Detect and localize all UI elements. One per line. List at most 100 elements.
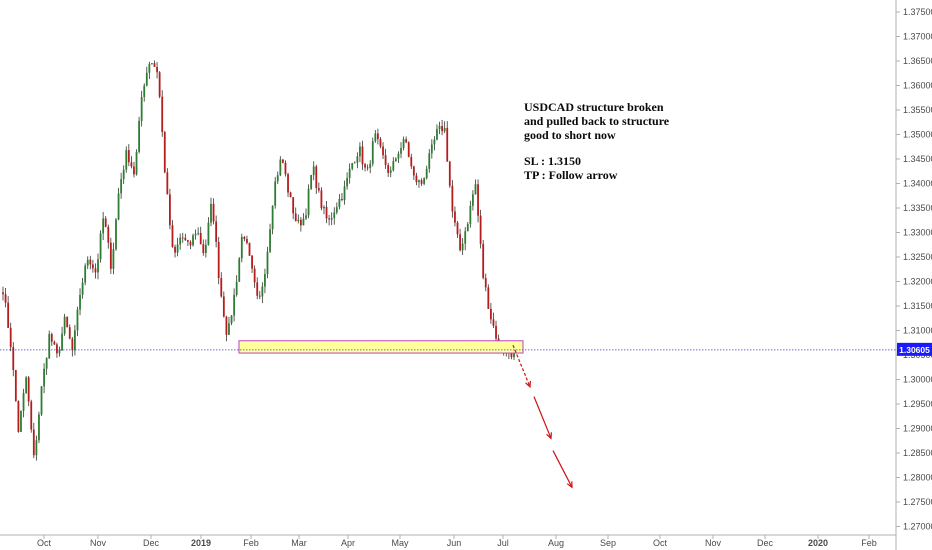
bear-candle (317, 188, 320, 191)
bear-candle (91, 264, 94, 269)
bear-candle (94, 268, 97, 273)
arrow-head (546, 432, 552, 440)
bear-candle (32, 429, 35, 456)
arrow-shaft (533, 396, 552, 439)
current-price-badge (897, 342, 932, 356)
bear-candle (484, 277, 487, 288)
bull-candle (418, 180, 420, 183)
price-axis[interactable]: 1.37500 1.37000 1.36500 1.36000 1.35500 1.350… (895, 0, 932, 550)
bear-candle (407, 142, 410, 157)
bull-candle (20, 410, 22, 432)
bull-candle (402, 139, 405, 149)
bear-candle (53, 341, 56, 345)
bull-candle (238, 258, 241, 282)
bear-candle (456, 222, 459, 235)
bear-candle (415, 175, 418, 183)
bull-candle (79, 294, 81, 310)
x-tick-label: Feb (861, 538, 877, 548)
bull-candle (145, 72, 148, 86)
bear-candle (412, 166, 415, 176)
bear-candle (253, 268, 256, 283)
bear-candle (133, 166, 135, 175)
bear-candle (451, 185, 454, 212)
bull-candle (338, 198, 341, 208)
bear-candle (256, 282, 259, 296)
current-price-label: 1.30605 (899, 345, 930, 355)
bull-candle (122, 169, 125, 180)
bear-candle (17, 400, 20, 432)
bear-candle (477, 184, 479, 216)
x-tick-label: Mar (291, 538, 307, 548)
bull-candle (73, 330, 76, 351)
bear-candle (492, 319, 495, 326)
y-tick-label: 1.27000 (903, 522, 932, 532)
y-tick-label: 1.36000 (903, 81, 932, 91)
y-tick-label: 1.31000 (903, 326, 932, 336)
bull-candle (35, 440, 38, 456)
bear-candle (109, 242, 112, 269)
bull-candle (443, 127, 446, 132)
x-tick-label: 2019 (191, 538, 211, 548)
bull-candle (323, 206, 325, 209)
bull-candle (271, 205, 274, 230)
bear-candle (497, 338, 500, 342)
bear-candle (14, 370, 17, 401)
x-tick-label: May (391, 538, 409, 548)
note-line-1: USDCAD structure broken (524, 100, 664, 114)
x-tick-label: Nov (90, 538, 107, 548)
bull-candle (125, 150, 128, 170)
bull-candle (63, 316, 66, 334)
bull-candle (356, 156, 359, 163)
bear-candle (217, 241, 220, 279)
bull-candle (25, 377, 28, 393)
bear-candle (56, 344, 58, 354)
bull-candle (348, 168, 351, 179)
bull-candle (369, 163, 372, 169)
bear-candle (420, 180, 423, 184)
bull-candle (143, 85, 146, 97)
bear-candle (171, 225, 174, 247)
bull-candle (394, 158, 397, 162)
candlestick-series (2, 60, 515, 461)
y-tick-label: 1.35500 (903, 105, 932, 115)
y-tick-label: 1.28500 (903, 448, 932, 458)
bear-candle (361, 146, 364, 165)
bull-candle (461, 243, 464, 251)
bear-candle (174, 246, 176, 253)
bear-candle (364, 164, 366, 168)
bull-candle (312, 166, 315, 176)
bull-candle (179, 237, 182, 245)
bull-candle (397, 153, 400, 159)
bull-candle (274, 181, 277, 206)
bear-candle (328, 218, 331, 220)
bull-candle (97, 259, 99, 273)
bear-candle (222, 296, 225, 317)
x-tick-label: Jul (497, 538, 509, 548)
bull-candle (120, 179, 123, 194)
bull-candle (84, 265, 87, 283)
bull-candle (192, 235, 194, 246)
time-axis[interactable]: Oct Nov Dec 2019 Feb Mar Apr May Jun Jul Aug Sep Oct… (0, 534, 896, 548)
y-tick-label: 1.37000 (903, 32, 932, 42)
bull-candle (48, 334, 51, 359)
bull-candle (135, 151, 138, 175)
bull-candle (102, 218, 105, 234)
bull-candle (261, 286, 264, 297)
bull-candle (423, 178, 426, 184)
bear-candle (454, 211, 456, 223)
bear-candle (4, 294, 7, 303)
note-line-sl: SL : 1.3150 (524, 154, 581, 168)
bear-candle (258, 295, 261, 297)
bull-candle (235, 281, 238, 295)
bull-candle (464, 231, 467, 244)
bear-candle (246, 239, 248, 243)
bear-candle (487, 287, 490, 309)
bear-candle (320, 190, 323, 209)
bull-candle (359, 146, 361, 157)
bear-candle (189, 241, 192, 246)
arrow-shaft (512, 344, 531, 388)
bull-candle (371, 141, 374, 164)
bull-candle (240, 236, 243, 259)
x-tick-label: Sep (600, 538, 616, 548)
